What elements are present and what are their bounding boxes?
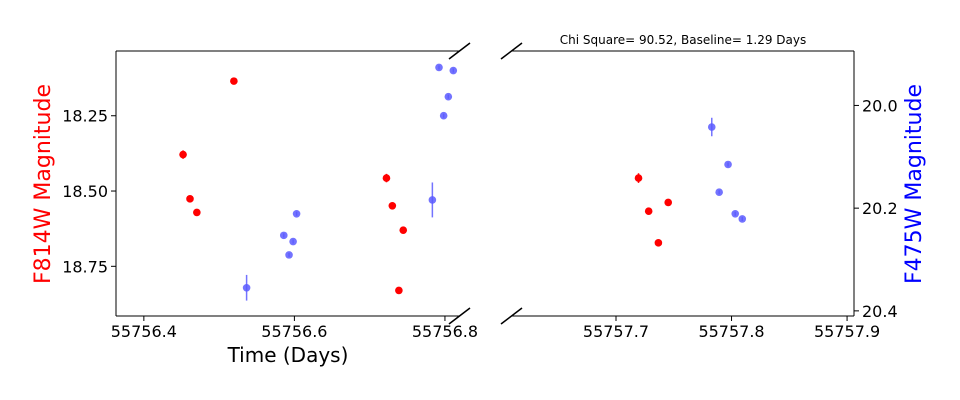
f475w-point (439, 111, 448, 120)
f814w-point (399, 226, 408, 234)
f475w-point (289, 237, 297, 246)
f814w-point (179, 150, 187, 159)
f475w-point (738, 215, 747, 223)
left-y-tick-label: 18.25 (62, 107, 108, 126)
f475w-point (724, 160, 732, 169)
left-x-ticks: 55756.4 55756.6 55756.8 (111, 316, 478, 341)
f475w-point (292, 210, 301, 218)
f475w-point (444, 92, 453, 101)
left-x-tick-label: 55756.4 (111, 322, 177, 341)
break-mark-left-bottom (448, 307, 471, 325)
f475w-point (449, 66, 458, 75)
left-y-ticks: 18.25 18.50 18.75 (62, 107, 116, 276)
y-axis-label-left: F814W Magnitude (31, 84, 56, 284)
f814w-point (654, 239, 663, 247)
f475w-point (731, 210, 740, 218)
f814w-point (388, 201, 397, 210)
right-y-tick-label: 20.4 (862, 302, 898, 321)
f814w-point (230, 77, 238, 85)
f475w-point (428, 196, 437, 204)
left-panel (115, 42, 471, 325)
break-mark-left-top (448, 42, 471, 60)
left-x-tick-label: 55756.6 (261, 322, 327, 341)
left-y-tick-label: 18.75 (62, 257, 108, 276)
y-axis-label-right: F475W Magnitude (902, 84, 927, 284)
f475w-point (285, 251, 293, 259)
right-y-ticks: 20.0 20.2 20.4 (854, 96, 898, 321)
chart-title: Chi Square= 90.52, Baseline= 1.29 Days (560, 33, 806, 47)
f475w-point (715, 188, 723, 197)
right-x-tick-label: 55757.8 (698, 322, 764, 341)
f814w-point (664, 198, 673, 207)
f814w-point (193, 208, 201, 217)
break-mark-right-top (500, 42, 523, 60)
data-points (179, 63, 747, 301)
f814w-point (382, 174, 391, 182)
f475w-point (279, 231, 288, 240)
right-panel (500, 42, 855, 325)
f814w-point (644, 207, 653, 216)
right-x-ticks: 55757.7 55757.8 55757.9 (583, 316, 880, 341)
f814w-point (395, 286, 403, 295)
left-y-tick-label: 18.50 (62, 182, 108, 201)
left-x-tick-label: 55756.8 (412, 322, 478, 341)
x-axis-label: Time (Days) (227, 343, 349, 367)
right-y-tick-label: 20.2 (862, 199, 898, 218)
f475w-point (435, 63, 443, 72)
f814w-point (634, 174, 643, 182)
break-mark-right-bottom (500, 307, 523, 325)
f814w-point (186, 195, 194, 203)
f475w-point (707, 123, 716, 131)
right-x-tick-label: 55757.7 (583, 322, 649, 341)
f475w-point (242, 283, 251, 292)
right-y-tick-label: 20.0 (862, 96, 898, 115)
right-x-tick-label: 55757.9 (814, 322, 880, 341)
